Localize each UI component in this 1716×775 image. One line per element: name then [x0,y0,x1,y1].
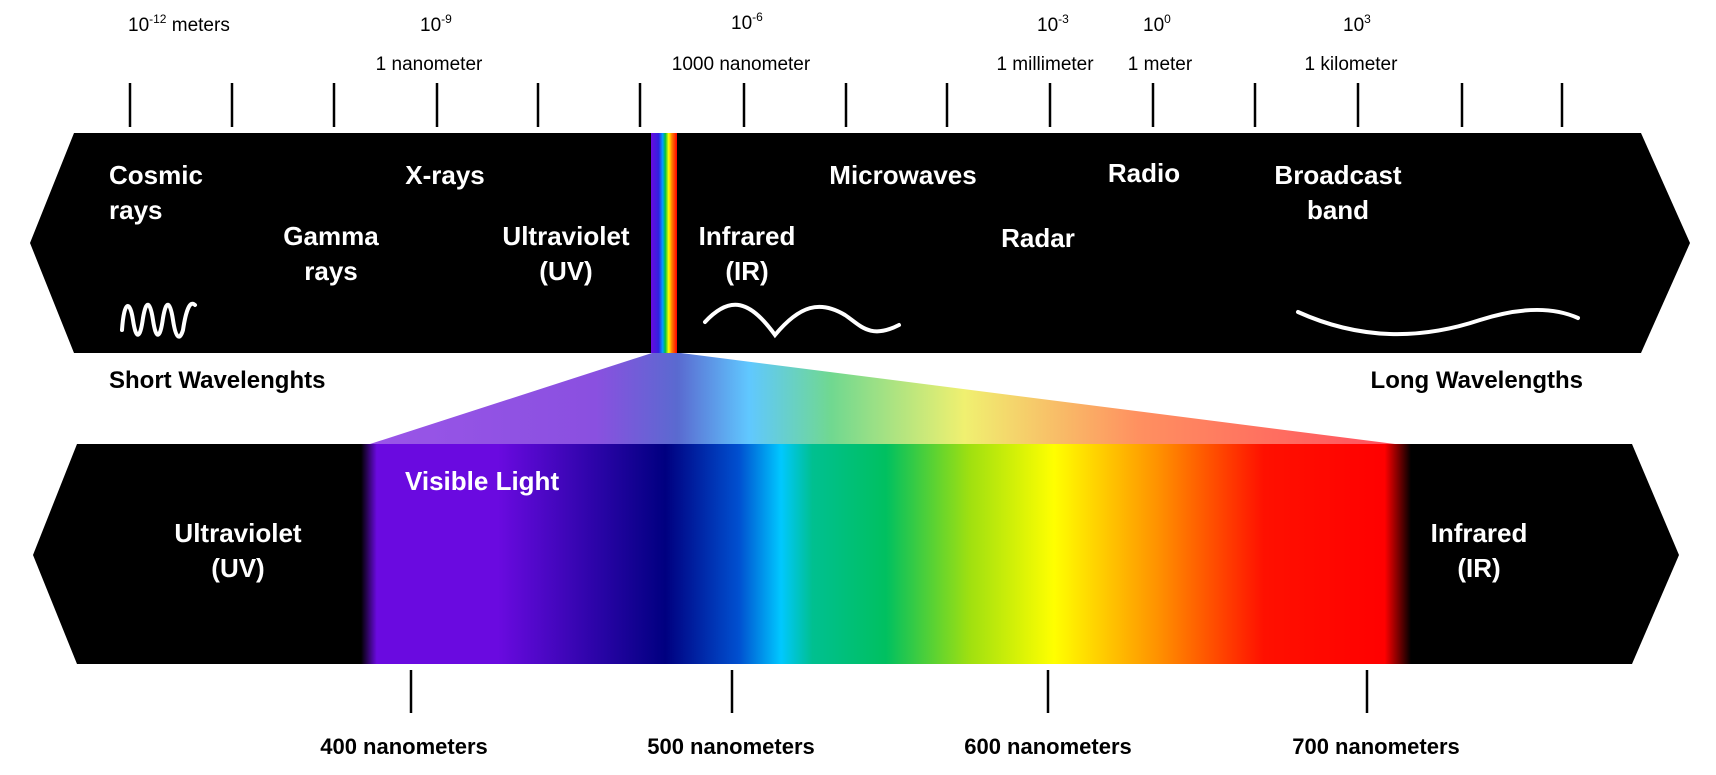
scale-exp-1e-6: 10-6 [731,10,763,34]
scale-ticks [128,83,1564,127]
scale-name-1000nm: 1000 nanometer [672,54,811,75]
short-wavelengths-label: Short Wavelenghts [109,367,325,394]
visible-light-fan [370,352,1395,444]
spectrum-band [30,133,1690,353]
scale-label-1e-12: 10-12 meters [128,12,230,36]
visible-strip [651,133,677,353]
long-wave-icon [1296,307,1580,337]
scale-name-meter: 1 meter [1128,54,1193,75]
short-wave-icon [120,301,197,339]
scale-exp-1e-9: 10-9 [420,12,452,36]
label-microwaves: Microwaves [829,160,976,190]
wavelength-scale: 10-12 meters 10-9 1 nanometer 10-6 1000 … [128,10,1564,127]
label-radar: Radar [1001,223,1075,253]
scale-exp-1e0: 100 [1143,12,1171,36]
label-infrared: Infrared (IR) [699,221,796,286]
label-ultraviolet: Ultraviolet (UV) [502,221,629,286]
label-radio: Radio [1108,158,1180,188]
medium-wave-icon [703,302,901,339]
scale-exp-1e3: 103 [1343,12,1371,36]
scale-name-nanometer: 1 nanometer [376,54,483,75]
scale-exp-1e-3: 10-3 [1037,12,1069,36]
scale-name-kilometer: 1 kilometer [1305,54,1399,75]
visible-uv-label: Ultraviolet (UV) [174,518,301,583]
nm-label-400: 400 nanometers [320,734,488,759]
nanometer-scale: 400 nanometers 500 nanometers 600 nanome… [320,670,1460,759]
visible-light-title: Visible Light [405,466,559,496]
scale-name-millimeter: 1 millimeter [996,54,1094,75]
label-broadcast-band: Broadcast band [1274,160,1401,225]
spectrum-labels: Cosmic rays X-rays Gamma rays Ultraviolet(… [109,158,1402,286]
nm-label-500: 500 nanometers [647,734,815,759]
long-wavelengths-label: Long Wavelengths [1371,367,1583,394]
nm-label-700: 700 nanometers [1292,734,1460,759]
label-gamma-rays: Gamma rays [283,221,379,286]
nm-label-600: 600 nanometers [964,734,1132,759]
visible-ir-label: Infrared (IR) [1431,518,1528,583]
visible-gradient [361,444,1411,664]
label-cosmic-rays: Cosmic rays [109,160,203,225]
label-x-rays: X-rays [405,160,485,190]
